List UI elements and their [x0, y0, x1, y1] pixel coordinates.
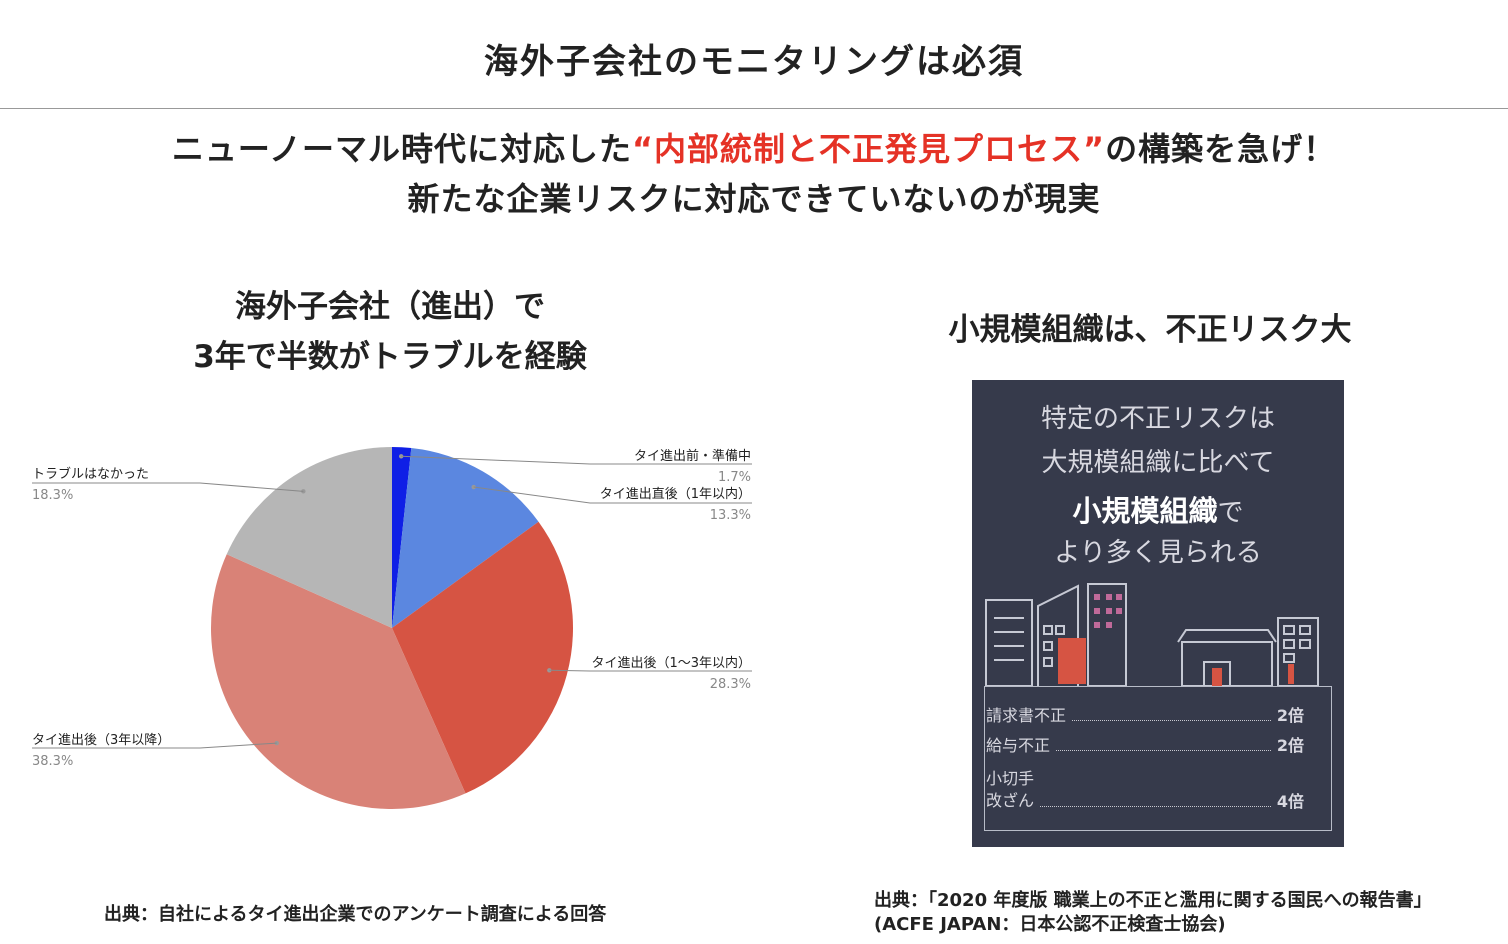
subheadline: 新たな企業リスクに対応できていないのが現実: [407, 180, 1101, 218]
info-strong-text: 小規模組織: [1072, 494, 1218, 528]
pie-slice: [226, 447, 392, 628]
leader-dot: [471, 484, 476, 490]
left-source: 出典：自社によるタイ進出企業でのアンケート調査による回答: [104, 904, 607, 925]
headline-highlight: “内部統制と不正発見プロセス”: [632, 130, 1106, 168]
leader-line: [32, 742, 277, 749]
buildings-illustration: [985, 583, 1319, 687]
pie-slice: [392, 521, 574, 794]
slice-value: 18.3%: [32, 488, 73, 503]
headline-post: の構築を急げ！: [1105, 130, 1337, 168]
row-label-line1: 小切手: [986, 769, 1035, 788]
row-label: 請求書不正: [986, 706, 1067, 725]
dotted-leader: [1040, 806, 1271, 807]
dotted-leader: [1056, 750, 1271, 751]
leader-line: [32, 482, 304, 492]
left-title-line2: 3年で半数がトラブルを経験: [193, 339, 587, 375]
left-title: 海外子会社（進出）で 3年で半数がトラブルを経験: [120, 282, 660, 382]
row-value: 2倍: [1276, 736, 1304, 755]
slice-label: タイ進出後（3年以降）: [32, 733, 170, 748]
pie-slice: [210, 554, 466, 809]
slice-value: 1.7%: [718, 470, 751, 485]
dotted-leader: [1072, 720, 1271, 721]
slice-label: トラブルはなかった: [32, 466, 149, 482]
info-line4: より多く見られる: [1054, 538, 1262, 568]
right-title: 小規模組織は、不正リスク大: [948, 312, 1352, 348]
slice-label: タイ進出前・準備中: [634, 448, 751, 464]
slice-label: タイ進出直後（1年以内）: [600, 486, 751, 502]
leader-line: [401, 455, 752, 465]
leader-line: [549, 669, 752, 672]
info-line3: 小規模組織で: [972, 488, 1344, 530]
right-source-line2: (ACFE JAPAN：日本公認不正検査士協会): [874, 914, 1226, 935]
left-title-line1: 海外子会社（進出）で: [235, 289, 545, 325]
info-line3-rest: で: [1217, 498, 1244, 528]
right-source-line1: 出典：「2020 年度版 職業上の不正と濫用に関する国民への報告書」: [874, 890, 1432, 911]
pie-slice: [392, 447, 412, 628]
row-value: 2倍: [1276, 706, 1304, 725]
slice-label: タイ進出後（1〜3年以内）: [591, 655, 751, 671]
row-value: 4倍: [1276, 792, 1304, 811]
row-label-line2: 改ざん: [986, 791, 1035, 810]
row-label: 小切手 改ざん: [986, 768, 1034, 812]
fraud-row-check: 小切手 改ざん 4倍: [986, 768, 1304, 812]
fraud-row-payroll: 給与不正 2倍: [986, 732, 1304, 756]
infographic-panel: 特定の不正リスクは 大規模組織に比べて 小規模組織で より多く見られる: [972, 380, 1344, 847]
fraud-table: [984, 686, 1332, 831]
divider: [0, 108, 1508, 109]
info-line2: 大規模組織に比べて: [1041, 448, 1275, 478]
headline-pre: ニューノーマル時代に対応した: [171, 130, 632, 168]
headline: ニューノーマル時代に対応した“内部統制と不正発見プロセス”の構築を急げ！: [0, 124, 1508, 170]
leader-line: [473, 486, 752, 504]
row-label: 給与不正: [986, 736, 1051, 755]
slice-value: 13.3%: [710, 508, 751, 523]
fraud-row-invoice: 請求書不正 2倍: [986, 702, 1304, 726]
page-title: 海外子会社のモニタリングは必須: [484, 42, 1024, 82]
info-line1: 特定の不正リスクは: [1040, 404, 1275, 434]
slice-value: 38.3%: [32, 754, 73, 769]
pie-slice: [392, 448, 539, 628]
slice-value: 28.3%: [710, 677, 751, 692]
